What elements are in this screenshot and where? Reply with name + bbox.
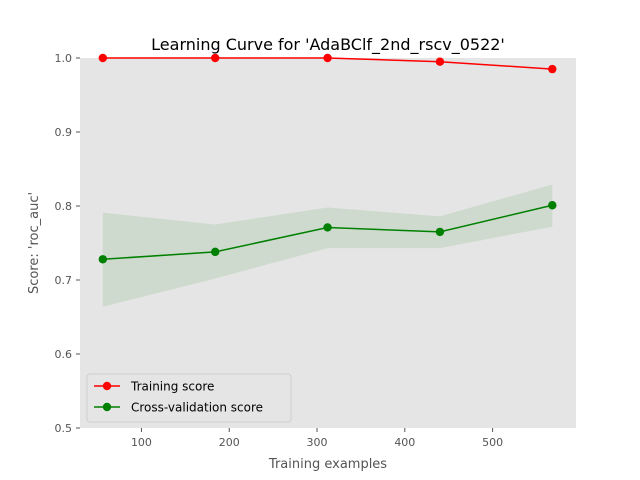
point-series-0-4 (548, 64, 557, 74)
y-tick-label: 1.0 (55, 52, 73, 65)
legend-cv-label: Cross-validation score (131, 401, 263, 415)
legend-box (86, 373, 292, 423)
series-points (98, 53, 557, 264)
y-axis-label: Score: 'roc_auc' (27, 192, 42, 294)
legend-training-marker (102, 381, 112, 391)
legend-training-label: Training score (130, 380, 214, 394)
point-series-1-3 (435, 227, 445, 237)
point-series-0-0 (98, 53, 108, 63)
x-axis-ticks: 100 200 300 400 500 (131, 428, 503, 449)
point-series-1-2 (323, 223, 332, 232)
y-tick-label: 0.9 (55, 126, 73, 139)
confidence-bands (102, 58, 553, 307)
y-tick-label: 0.5 (55, 422, 73, 435)
point-series-0-1 (210, 53, 220, 63)
y-axis-ticks: 0.5 0.6 0.7 0.8 0.9 1.0 (55, 52, 80, 435)
x-tick-label: 500 (482, 436, 503, 449)
plot-background (80, 58, 576, 428)
y-tick-label: 0.6 (55, 348, 73, 361)
x-axis-label: Training examples (268, 457, 387, 472)
legend-cv-marker (102, 402, 112, 412)
x-tick-label: 300 (307, 436, 328, 449)
x-tick-label: 400 (394, 436, 415, 449)
y-tick-label: 0.7 (55, 274, 73, 287)
point-series-1-0 (98, 255, 108, 264)
x-tick-label: 200 (219, 436, 240, 449)
legend: Training score Cross-validation score (86, 373, 292, 423)
point-series-1-1 (210, 247, 220, 257)
band-series-1 (102, 184, 553, 307)
y-tick-label: 0.8 (55, 200, 73, 213)
x-tick-label: 100 (131, 436, 152, 449)
point-series-1-4 (548, 201, 557, 210)
point-series-0-2 (323, 53, 332, 63)
point-series-0-3 (435, 57, 445, 66)
chart-title: Learning Curve for 'AdaBClf_2nd_rscv_052… (151, 35, 505, 55)
